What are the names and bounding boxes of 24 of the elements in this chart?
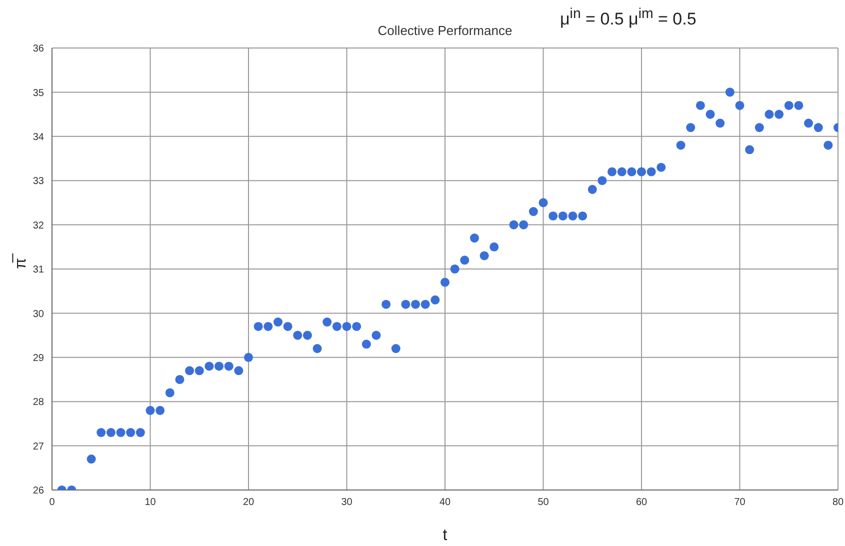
x-tick-label: 0 (49, 497, 56, 508)
y-tick-label: 33 (32, 176, 44, 188)
x-tick-label: 10 (144, 497, 156, 508)
x-tick-label: 50 (538, 497, 550, 508)
x-tick-label: 80 (832, 497, 844, 508)
y-tick-label: 32 (32, 220, 44, 232)
text: μ$^{in}$ = 0.5 μ$^{im}$ = 0.5 (560, 6, 696, 30)
x-tick-label: 30 (341, 497, 353, 508)
y-tick-label: 28 (32, 397, 44, 408)
chart-title: Collective Performance (378, 23, 512, 38)
y-tick-label: 27 (32, 441, 44, 452)
y-axis-title: π̅ (12, 252, 30, 269)
x-tick-label: 70 (734, 497, 746, 508)
y-tick-label: 31 (32, 264, 44, 276)
x-tick-label: 40 (439, 497, 451, 508)
y-tick-label: 29 (32, 352, 44, 364)
y-tick-label: 26 (32, 486, 44, 497)
x-axis-title: t (442, 527, 448, 544)
y-tick-label: 30 (32, 308, 44, 320)
x-tick-label: 20 (242, 497, 254, 508)
y-tick-label: 36 (32, 44, 44, 55)
y-tick-label: 34 (32, 132, 44, 143)
y-tick-label: 35 (32, 88, 44, 99)
x-tick-label: 60 (636, 497, 648, 508)
